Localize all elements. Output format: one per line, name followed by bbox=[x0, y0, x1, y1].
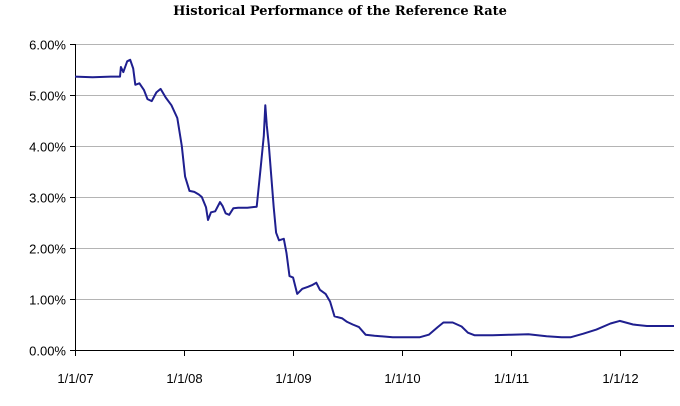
chart-title: Historical Performance of the Reference … bbox=[173, 4, 507, 19]
x-tick-label: 1/1/11 bbox=[494, 371, 529, 386]
x-tick-label: 1/1/10 bbox=[384, 371, 420, 386]
y-tick-label: 6.00% bbox=[29, 38, 66, 53]
series-layer bbox=[74, 58, 674, 339]
x-tick-label: 1/1/09 bbox=[275, 371, 311, 386]
grid-lines bbox=[75, 44, 674, 300]
x-tick-label: 1/1/07 bbox=[57, 371, 93, 386]
y-tick-label: 3.00% bbox=[29, 191, 66, 206]
y-tick-label: 5.00% bbox=[29, 89, 66, 104]
y-tick-labels: 0.00% 1.00% 2.00% 3.00% 4.00% 5.00% 6.00% bbox=[29, 38, 66, 359]
series-line-reference-rate bbox=[74, 58, 674, 339]
axes bbox=[70, 44, 674, 356]
x-tick-labels: 1/1/07 1/1/08 1/1/09 1/1/10 1/1/11 1/1/12 bbox=[57, 371, 638, 386]
y-tick-label: 0.00% bbox=[29, 344, 66, 359]
y-tick-label: 2.00% bbox=[29, 242, 66, 257]
y-tick-label: 4.00% bbox=[29, 140, 66, 155]
x-tick-label: 1/1/12 bbox=[602, 371, 638, 386]
x-tick-label: 1/1/08 bbox=[166, 371, 202, 386]
y-tick-label: 1.00% bbox=[29, 293, 66, 308]
